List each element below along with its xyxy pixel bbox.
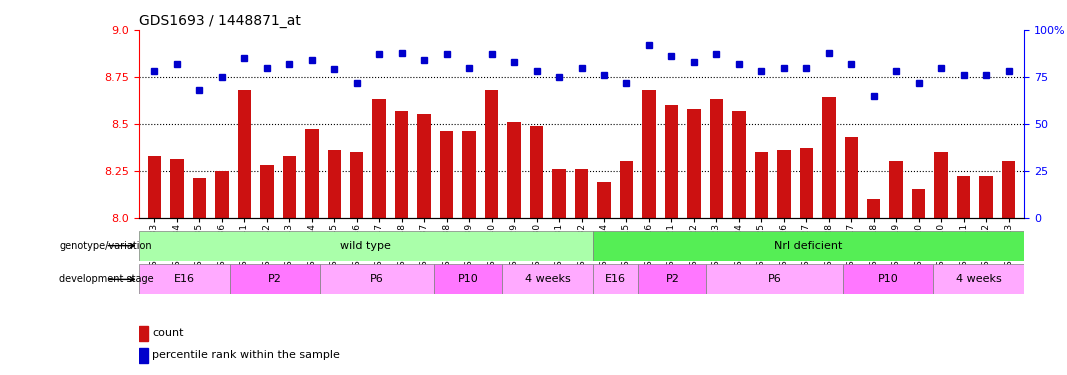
Bar [935,152,947,217]
Bar [754,152,768,217]
Bar [507,122,521,218]
Text: count: count [153,328,184,338]
Text: genotype/variation: genotype/variation [59,241,152,250]
Bar [957,176,970,218]
Bar [867,199,880,217]
Bar [434,264,503,294]
Bar [320,264,434,294]
Bar [980,176,993,218]
Bar [139,326,148,340]
Bar [598,182,610,218]
Bar [732,111,746,218]
Bar [822,98,835,218]
Bar [890,161,903,218]
Text: wild type: wild type [340,241,392,250]
Bar [147,156,161,218]
Text: 4 weeks: 4 weeks [525,274,571,284]
Bar [593,231,1024,261]
Bar [462,131,476,218]
Bar [229,264,320,294]
Bar [440,131,453,218]
Bar [216,171,228,217]
Bar [1002,161,1016,218]
Bar [777,150,791,217]
Bar [530,126,543,218]
Bar [139,264,229,294]
Bar [503,264,593,294]
Text: P10: P10 [878,274,898,284]
Bar [642,90,656,218]
Text: development stage: development stage [59,274,154,284]
Bar [593,264,638,294]
Text: GDS1693 / 1448871_at: GDS1693 / 1448871_at [139,13,301,28]
Text: percentile rank within the sample: percentile rank within the sample [153,350,340,360]
Text: E16: E16 [605,274,626,284]
Text: P10: P10 [458,274,478,284]
Bar [238,90,251,218]
Bar [843,264,934,294]
Bar [638,264,706,294]
Bar [417,114,431,218]
Bar [710,99,723,218]
Bar [575,169,588,217]
Bar [665,105,679,218]
Text: P2: P2 [268,274,282,284]
Bar [170,159,184,218]
Bar [372,99,386,218]
Bar [193,178,206,218]
Text: P2: P2 [666,274,680,284]
Text: 4 weeks: 4 weeks [956,274,1002,284]
Bar [139,231,593,261]
Bar [912,189,925,217]
Bar [687,109,701,217]
Bar [844,137,858,218]
Bar [260,165,273,218]
Text: Nrl deficient: Nrl deficient [775,241,843,250]
Text: P6: P6 [767,274,781,284]
Bar [139,348,148,363]
Text: E16: E16 [174,274,194,284]
Bar [350,152,364,217]
Bar [395,111,409,218]
Bar [305,129,319,218]
Bar [620,161,633,218]
Text: P6: P6 [370,274,384,284]
Bar [934,264,1024,294]
Bar [553,169,566,217]
Bar [799,148,813,217]
Bar [283,156,296,218]
Bar [328,150,341,217]
Bar [706,264,843,294]
Bar [484,90,498,218]
